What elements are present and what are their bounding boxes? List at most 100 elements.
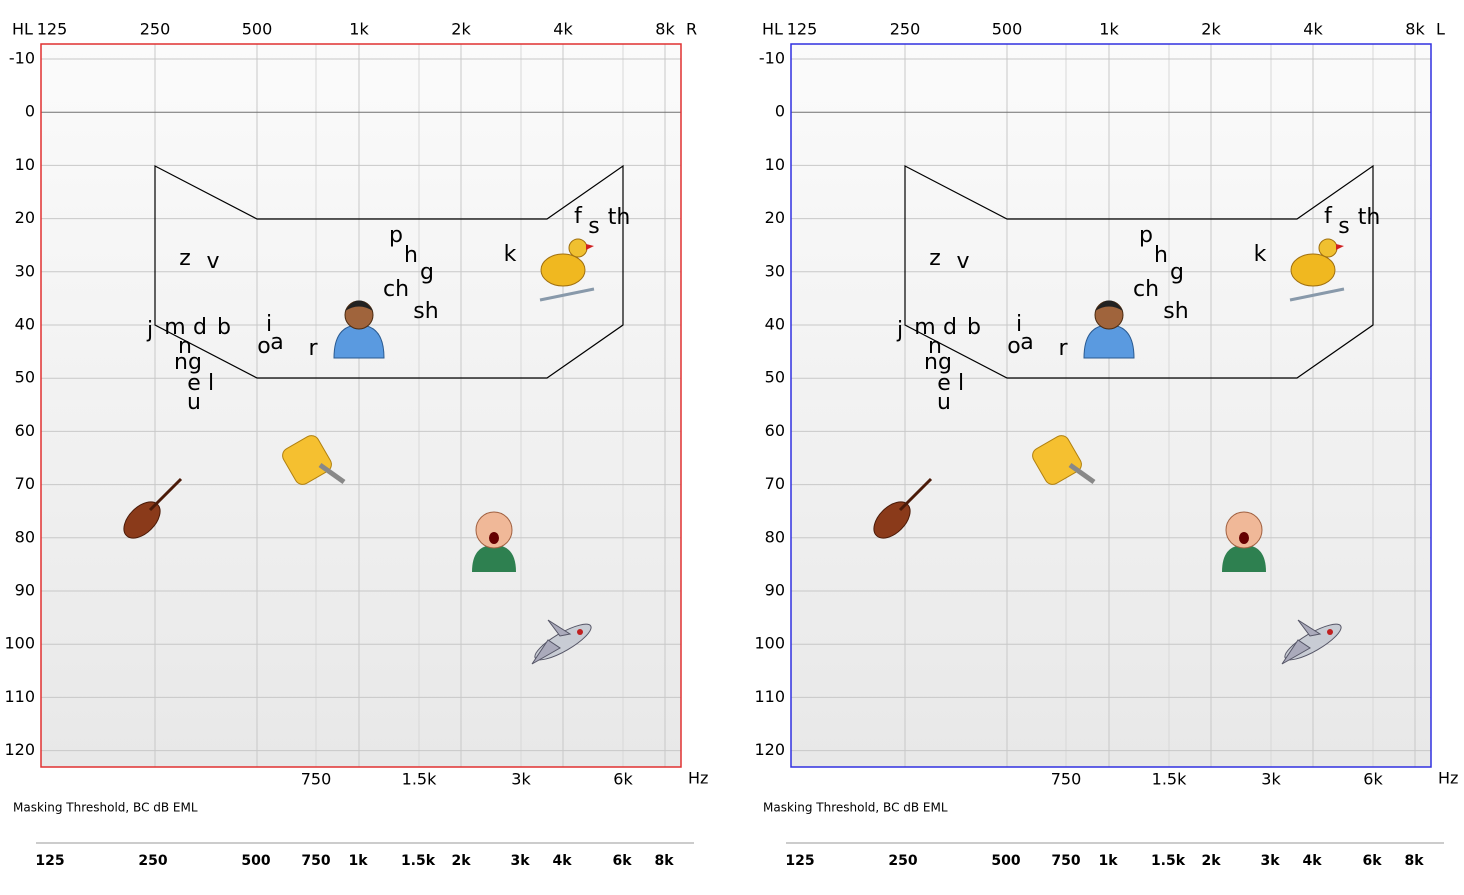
scale-tick-label: 3k bbox=[1260, 853, 1280, 869]
phoneme: u bbox=[187, 390, 201, 415]
y-tick-label: 30 bbox=[765, 261, 785, 280]
phoneme: j bbox=[146, 318, 153, 343]
y-tick-label: 90 bbox=[15, 581, 35, 600]
phoneme: n bbox=[928, 334, 942, 359]
speech-banana bbox=[904, 164, 1374, 379]
caption: Masking Threshold, BC dB EML bbox=[13, 801, 198, 815]
plot-area bbox=[791, 44, 1431, 767]
phoneme: h bbox=[1154, 243, 1168, 268]
bottom-tick-label: 1.5k bbox=[402, 770, 437, 789]
bottom-tick-label: 1.5k bbox=[1152, 770, 1187, 789]
top-tick-label: 1k bbox=[1099, 20, 1119, 39]
scale-tick-label: 1k bbox=[348, 853, 368, 869]
scale-tick-label: 6k bbox=[1362, 853, 1382, 869]
phoneme: s bbox=[1338, 214, 1349, 239]
cello-neck bbox=[898, 477, 933, 512]
scale-tick-label: 1.5k bbox=[1151, 853, 1186, 869]
phoneme: o bbox=[257, 334, 270, 359]
scale-tick-label: 750 bbox=[301, 853, 330, 869]
scale-tick-label: 2k bbox=[1201, 853, 1221, 869]
y-tick-label: 0 bbox=[775, 102, 785, 121]
phoneme: u bbox=[937, 390, 951, 415]
icon-person bbox=[333, 300, 385, 359]
scale-tick-label: 3k bbox=[510, 853, 530, 869]
top-tick-label: 125 bbox=[787, 20, 818, 39]
phoneme: m bbox=[164, 315, 185, 340]
phoneme: d bbox=[943, 315, 957, 340]
scale-tick-label: 4k bbox=[552, 853, 572, 869]
scale-tick-label: 4k bbox=[1302, 853, 1322, 869]
bird-beak bbox=[1336, 244, 1344, 250]
plot-border bbox=[40, 43, 682, 768]
hz-label: Hz bbox=[688, 769, 708, 788]
phoneme: ch bbox=[1133, 277, 1159, 302]
mixer-body bbox=[282, 435, 332, 485]
baby-body bbox=[1222, 545, 1266, 572]
plane-wing bbox=[1281, 619, 1322, 665]
phoneme: p bbox=[389, 223, 403, 248]
phoneme: a bbox=[1020, 330, 1033, 355]
speech-banana bbox=[154, 164, 624, 379]
phoneme: e bbox=[187, 371, 201, 396]
mixer-body bbox=[1032, 435, 1082, 485]
y-tick-label: -10 bbox=[759, 49, 785, 68]
top-tick-label: 4k bbox=[553, 20, 573, 39]
icon-bird bbox=[539, 238, 595, 302]
phoneme: k bbox=[1254, 242, 1267, 267]
person-hair bbox=[1095, 300, 1123, 311]
y-tick-label: 100 bbox=[4, 634, 35, 653]
bird-beak bbox=[586, 244, 594, 250]
baby-head bbox=[1225, 511, 1263, 549]
phoneme: ch bbox=[383, 277, 409, 302]
y-tick-label: 50 bbox=[15, 368, 35, 387]
bottom-tick-label: 3k bbox=[1261, 770, 1281, 789]
y-tick-label: 60 bbox=[15, 421, 35, 440]
y-tick-label: 120 bbox=[754, 740, 785, 759]
y-tick-label: 90 bbox=[765, 581, 785, 600]
phoneme: z bbox=[179, 246, 191, 271]
person-hair bbox=[345, 300, 373, 311]
phoneme: v bbox=[956, 249, 969, 274]
phoneme: r bbox=[308, 336, 318, 361]
y-tick-label: 40 bbox=[765, 315, 785, 334]
top-tick-label: 2k bbox=[1201, 20, 1221, 39]
y-tick-label: 80 bbox=[765, 527, 785, 546]
scale-tick-label: 250 bbox=[138, 853, 167, 869]
bird-body bbox=[1290, 253, 1336, 287]
hz-label: Hz bbox=[1438, 769, 1458, 788]
mixer-beater bbox=[318, 462, 346, 485]
y-tick-label: 30 bbox=[15, 261, 35, 280]
phoneme: ng bbox=[924, 350, 952, 375]
y-tick-label: 110 bbox=[4, 687, 35, 706]
top-tick-label: 250 bbox=[140, 20, 171, 39]
scale-tick-label: 2k bbox=[451, 853, 471, 869]
phoneme: k bbox=[504, 242, 517, 267]
phoneme: ng bbox=[174, 350, 202, 375]
phoneme: s bbox=[588, 214, 599, 239]
ear-label: L bbox=[1436, 20, 1445, 39]
caption: Masking Threshold, BC dB EML bbox=[763, 801, 948, 815]
icon-baby bbox=[1222, 511, 1266, 572]
scale-tick-label: 8k bbox=[654, 853, 674, 869]
y-tick-label: 0 bbox=[25, 102, 35, 121]
hl-label: HL bbox=[762, 20, 783, 39]
y-tick-label: -10 bbox=[9, 49, 35, 68]
top-tick-label: 500 bbox=[992, 20, 1023, 39]
phoneme: i bbox=[266, 312, 272, 337]
baby-mouth bbox=[1239, 532, 1249, 544]
phoneme: l bbox=[958, 371, 964, 396]
bird-body bbox=[540, 253, 586, 287]
scale-tick-label: 125 bbox=[785, 853, 814, 869]
bird-head bbox=[568, 238, 588, 258]
phoneme: a bbox=[270, 330, 283, 355]
icon-plane bbox=[1281, 619, 1342, 665]
y-tick-label: 110 bbox=[754, 687, 785, 706]
scale-tick-label: 250 bbox=[888, 853, 917, 869]
scale-tick-label: 750 bbox=[1051, 853, 1080, 869]
phoneme: b bbox=[967, 315, 981, 340]
icon-cello bbox=[873, 477, 933, 539]
phoneme: e bbox=[937, 371, 951, 396]
top-tick-label: 500 bbox=[242, 20, 273, 39]
